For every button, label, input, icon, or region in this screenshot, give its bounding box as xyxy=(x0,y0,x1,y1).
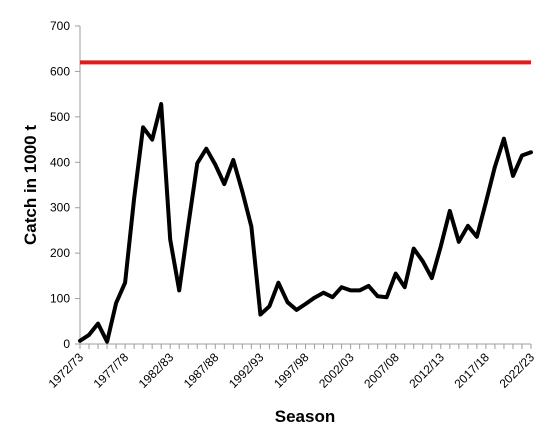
data-point xyxy=(494,166,496,168)
data-point xyxy=(142,126,144,129)
data-point xyxy=(449,210,451,212)
data-point xyxy=(277,281,280,284)
data-point xyxy=(331,296,334,299)
x-tick-label: 2007/08 xyxy=(361,350,402,391)
x-tick-label: 2017/18 xyxy=(451,350,492,391)
data-point xyxy=(286,301,289,304)
data-point xyxy=(124,281,126,284)
series-group xyxy=(78,102,533,344)
data-point xyxy=(340,286,343,289)
data-point xyxy=(223,183,226,185)
x-tick-label: 1997/98 xyxy=(271,350,312,391)
data-point xyxy=(97,322,99,325)
series-line xyxy=(78,102,533,344)
data-point xyxy=(205,147,208,150)
y-tick-label: 300 xyxy=(50,201,70,215)
data-point xyxy=(232,159,235,161)
x-tick-label: 1982/83 xyxy=(136,350,177,391)
data-point xyxy=(169,238,171,241)
data-point xyxy=(503,137,505,140)
data-point xyxy=(376,295,379,298)
data-point xyxy=(358,289,361,292)
data-point xyxy=(403,286,406,289)
data-point xyxy=(394,272,397,275)
data-point xyxy=(322,291,325,294)
data-point xyxy=(295,309,298,311)
data-point xyxy=(385,296,388,299)
data-point xyxy=(485,201,487,204)
data-point xyxy=(79,340,81,342)
x-axis-title: Season xyxy=(275,407,335,426)
x-tick-label: 2002/03 xyxy=(316,350,357,391)
data-point xyxy=(214,163,217,166)
data-point xyxy=(458,241,460,243)
data-point xyxy=(422,260,424,263)
data-point xyxy=(133,197,135,200)
data-point xyxy=(178,289,180,292)
y-tick-label: 400 xyxy=(50,155,70,169)
data-point xyxy=(259,313,262,316)
data-point xyxy=(187,225,189,227)
y-tick-label: 600 xyxy=(50,64,70,78)
x-tick-label: 2012/13 xyxy=(406,350,447,391)
x-tick-label: 1987/88 xyxy=(181,350,222,391)
x-tick-label: 1977/78 xyxy=(91,350,132,391)
data-point xyxy=(151,138,153,141)
data-point xyxy=(512,175,514,177)
x-tick-label: 1972/73 xyxy=(46,350,87,391)
data-point xyxy=(476,236,478,238)
data-point xyxy=(250,226,253,228)
data-point xyxy=(304,303,307,305)
y-tick-label: 200 xyxy=(50,246,70,260)
x-axis: 1972/73 1977/78 1982/83 1987/88 1992/93 1997/… xyxy=(46,343,538,391)
y-tick-label: 700 xyxy=(50,19,70,33)
y-axis: 0 100 200 300 400 500 600 700 xyxy=(50,19,81,351)
y-axis-title: Catch in 1000 t xyxy=(21,125,40,245)
x-tick-label: 1992/93 xyxy=(226,350,267,391)
data-point xyxy=(467,225,469,227)
y-tick-label: 100 xyxy=(50,292,70,306)
data-point xyxy=(196,162,199,164)
data-point xyxy=(313,296,316,299)
data-point xyxy=(431,277,433,279)
data-point xyxy=(521,154,523,157)
data-point xyxy=(88,334,90,336)
data-point xyxy=(160,103,162,105)
data-point xyxy=(106,340,108,343)
y-tick-label: 0 xyxy=(63,337,70,351)
data-point xyxy=(349,289,352,292)
x-tick-label: 2022/23 xyxy=(497,350,538,391)
data-point xyxy=(115,302,117,304)
y-tick-label: 500 xyxy=(50,110,70,124)
data-point xyxy=(440,245,442,248)
data-point xyxy=(268,305,271,308)
data-point xyxy=(412,247,415,250)
data-point xyxy=(241,191,244,193)
data-point xyxy=(530,151,532,154)
data-point xyxy=(367,285,370,287)
